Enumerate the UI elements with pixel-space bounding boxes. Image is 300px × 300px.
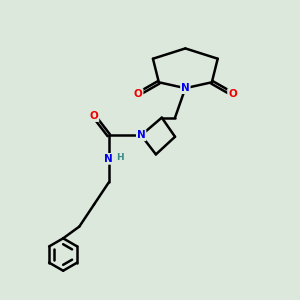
Text: O: O: [90, 111, 98, 121]
Text: N: N: [137, 130, 146, 140]
Text: O: O: [228, 89, 237, 99]
Text: H: H: [116, 153, 124, 162]
Text: O: O: [134, 89, 142, 99]
Text: N: N: [104, 154, 113, 164]
Text: N: N: [181, 83, 190, 93]
